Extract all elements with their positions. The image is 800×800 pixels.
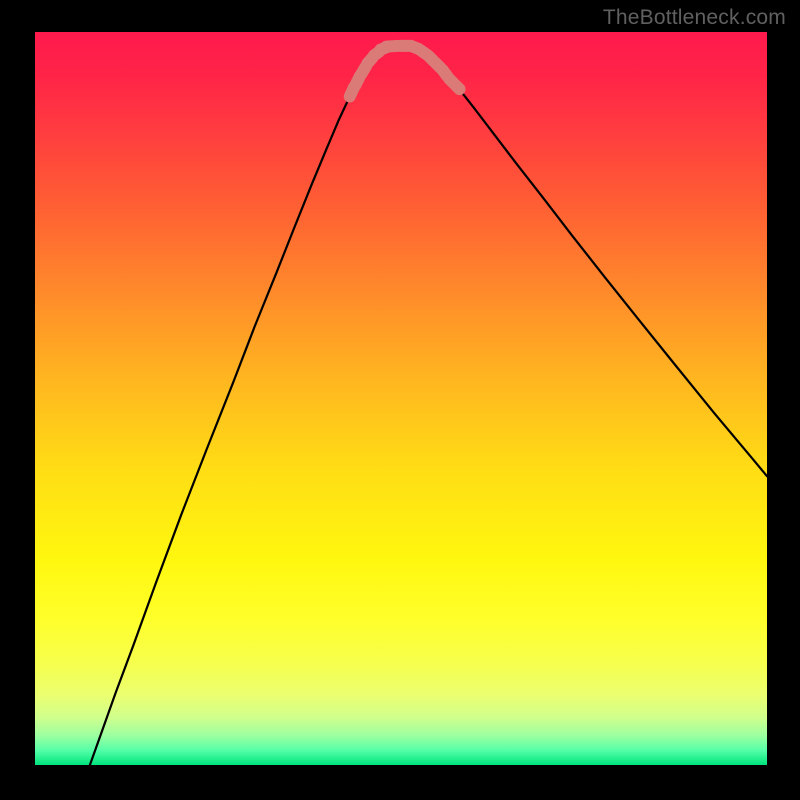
watermark-text: TheBottleneck.com bbox=[603, 6, 786, 30]
canvas: TheBottleneck.com bbox=[0, 0, 800, 800]
plot-frame bbox=[35, 32, 767, 765]
plot-markers bbox=[35, 32, 767, 765]
marker-segment bbox=[456, 86, 460, 90]
